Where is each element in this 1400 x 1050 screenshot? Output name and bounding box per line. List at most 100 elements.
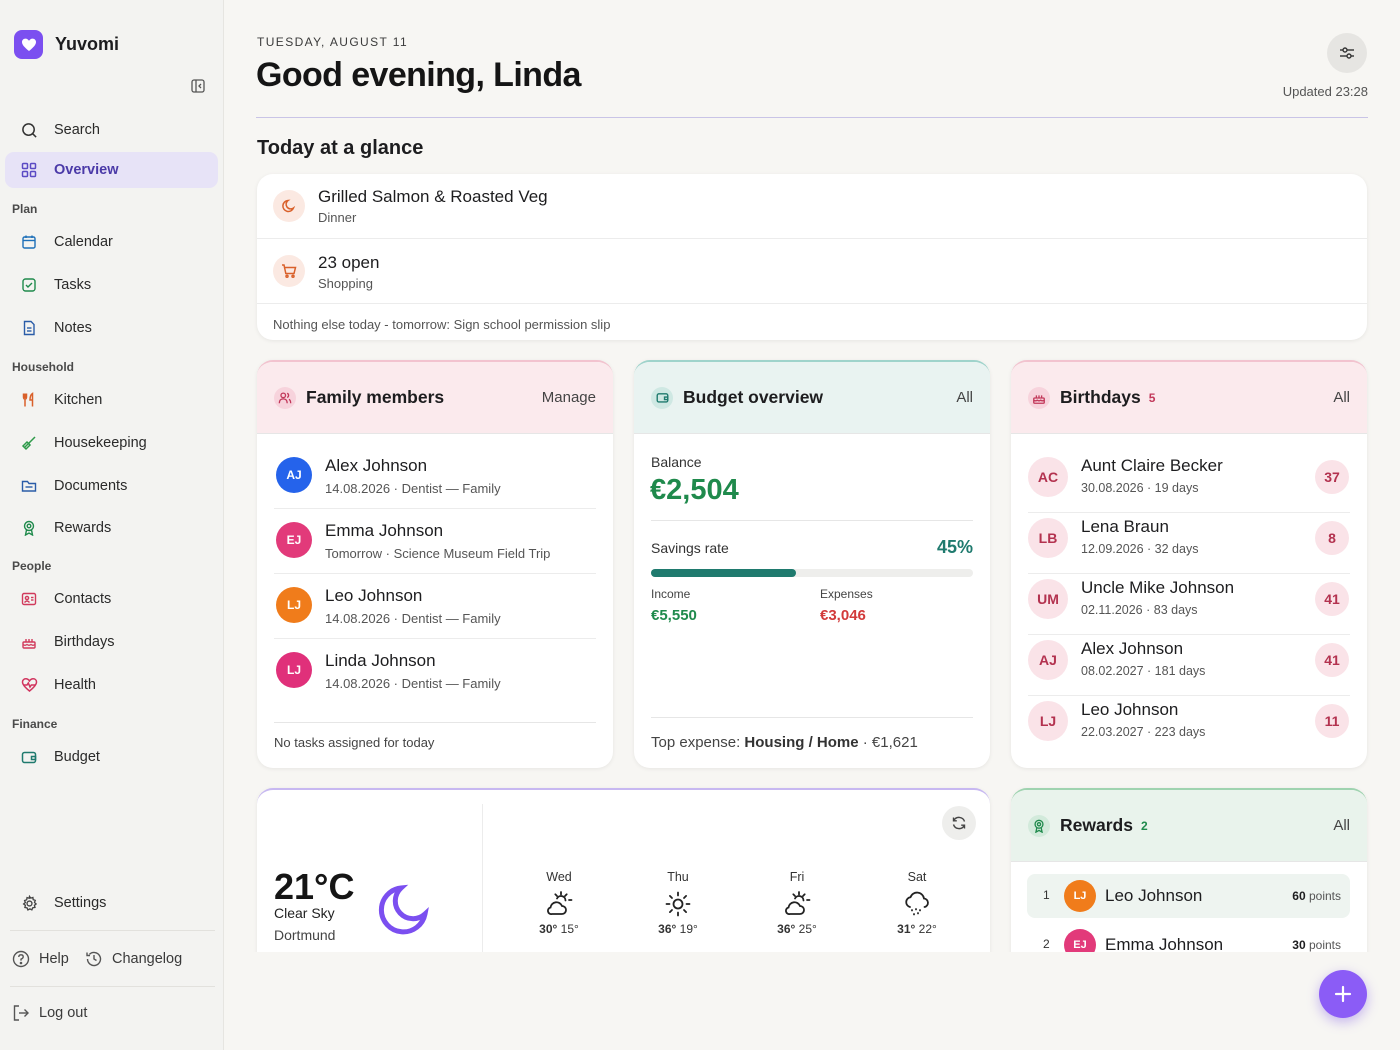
award-icon — [1028, 814, 1050, 837]
nav-birthdays[interactable]: Birthdays — [5, 624, 218, 660]
changelog-link[interactable]: Changelog — [85, 950, 182, 968]
nav-budget[interactable]: Budget — [5, 739, 218, 775]
nav-overview-label: Overview — [54, 162, 119, 178]
birthday-date: 12.09.2026 · 32 days — [1081, 542, 1199, 556]
nav-notes[interactable]: Notes — [5, 310, 218, 346]
family-members-header: Family members Manage — [257, 362, 613, 434]
grid-icon — [20, 161, 38, 179]
age-badge: 8 — [1315, 521, 1349, 555]
savings-label: Savings rate — [651, 540, 729, 556]
leader-points: 30 points — [1292, 938, 1341, 952]
cake-icon — [1028, 386, 1050, 409]
family-member-row[interactable]: LJ Leo Johnson 14.08.2026 · Dentist — Fa… — [274, 574, 596, 639]
current-date: TUESDAY, AUGUST 11 — [257, 35, 409, 49]
divider — [482, 804, 483, 954]
leaderboard-row[interactable]: 2 EJ Emma Johnson 30 points — [1027, 923, 1350, 958]
glance-shopping-row[interactable]: 23 open Shopping — [257, 239, 1367, 304]
manage-link[interactable]: Manage — [541, 389, 596, 406]
updated-timestamp: Updated 23:28 — [1282, 84, 1368, 99]
member-name: Linda Johnson — [325, 651, 436, 670]
leader-name: Leo Johnson — [1105, 886, 1203, 905]
nav-contacts[interactable]: Contacts — [5, 581, 218, 617]
refresh-weather-button[interactable] — [942, 806, 976, 840]
collapse-sidebar-icon[interactable] — [190, 78, 206, 94]
search-icon — [20, 121, 38, 139]
family-member-row[interactable]: LJ Linda Johnson 14.08.2026 · Dentist — … — [274, 639, 596, 704]
nav-rewards[interactable]: Rewards — [5, 510, 218, 546]
help-label: Help — [39, 951, 69, 967]
birthday-date: 30.08.2026 · 19 days — [1081, 481, 1199, 495]
broom-icon — [20, 434, 38, 452]
birthdays-all-link[interactable]: All — [1333, 389, 1350, 406]
forecast-temps: 31° 22° — [882, 922, 952, 936]
savings-progress-fill — [651, 569, 796, 577]
drizzle-icon — [903, 890, 931, 918]
nav-tasks[interactable]: Tasks — [5, 267, 218, 303]
logout-link[interactable]: Log out — [12, 1004, 87, 1022]
nav-settings[interactable]: Settings — [5, 885, 218, 921]
nav-search[interactable]: Search — [5, 112, 218, 148]
rewards-header: Rewards 2 All — [1011, 790, 1367, 862]
points-label: points — [1308, 889, 1341, 903]
avatar: LB — [1028, 518, 1068, 558]
nav-kitchen[interactable]: Kitchen — [5, 382, 218, 418]
birthday-row[interactable]: AC Aunt Claire Becker 30.08.2026 · 19 da… — [1028, 452, 1350, 513]
forecast-high: 36° — [777, 922, 796, 936]
history-icon — [86, 951, 102, 967]
cart-icon — [273, 255, 305, 287]
birthday-row[interactable]: UM Uncle Mike Johnson 02.11.2026 · 83 da… — [1028, 574, 1350, 635]
section-household: Household — [12, 360, 74, 374]
age-badge: 41 — [1315, 643, 1349, 677]
nav-health[interactable]: Health — [5, 667, 218, 703]
forecast-temps: 36° 19° — [643, 922, 713, 936]
expenses-value: €3,046 — [820, 607, 866, 624]
budget-all-link[interactable]: All — [956, 389, 973, 406]
page-title: Good evening, Linda — [256, 56, 581, 94]
family-member-row[interactable]: AJ Alex Johnson 14.08.2026 · Dentist — F… — [274, 444, 596, 509]
brand[interactable]: Yuvomi — [14, 30, 119, 59]
balance-value: €2,504 — [650, 474, 739, 506]
nav-calendar[interactable]: Calendar — [5, 224, 218, 260]
rewards-card: Rewards 2 All 1 LJ Leo Johnson 60 points… — [1011, 788, 1367, 958]
income-value: €5,550 — [651, 607, 697, 624]
family-footer-note: No tasks assigned for today — [274, 735, 435, 750]
birthdays-title: Birthdays — [1060, 387, 1141, 407]
customize-button[interactable] — [1327, 33, 1367, 73]
birthday-row[interactable]: AJ Alex Johnson 08.02.2027 · 181 days 41 — [1028, 635, 1350, 696]
rank: 2 — [1043, 937, 1050, 951]
add-button[interactable] — [1319, 970, 1367, 1018]
logout-icon — [13, 1005, 29, 1021]
rewards-all-link[interactable]: All — [1333, 817, 1350, 834]
glance-meal-row[interactable]: Grilled Salmon & Roasted Veg Dinner — [257, 174, 1367, 239]
help-link[interactable]: Help — [12, 950, 69, 968]
glance-note: Nothing else today - tomorrow: Sign scho… — [273, 317, 611, 332]
birthdays-count-badge: 5 — [1148, 390, 1156, 405]
forecast-day: Wed 30° 15° — [524, 870, 594, 936]
divider — [274, 722, 596, 723]
moon-icon — [375, 880, 435, 940]
leaderboard-row[interactable]: 1 LJ Leo Johnson 60 points — [1027, 874, 1350, 918]
birthday-row[interactable]: LJ Leo Johnson 22.03.2027 · 223 days 11 — [1028, 696, 1350, 757]
birthday-name: Leo Johnson — [1081, 700, 1179, 719]
nav-documents[interactable]: Documents — [5, 468, 218, 504]
sidebar: Yuvomi Search Overview Plan Calendar Tas… — [0, 0, 224, 1050]
forecast-day-name: Fri — [789, 870, 805, 884]
nav-search-label: Search — [54, 122, 100, 138]
birthdays-card: Birthdays 5 All AC Aunt Claire Becker 30… — [1011, 360, 1367, 768]
birthday-row[interactable]: LB Lena Braun 12.09.2026 · 32 days 8 — [1028, 513, 1350, 574]
income-label: Income — [651, 587, 691, 601]
checkbox-icon — [20, 276, 38, 294]
gear-icon — [20, 894, 38, 912]
nav-housekeeping[interactable]: Housekeeping — [5, 425, 218, 461]
nav-overview[interactable]: Overview — [5, 152, 218, 188]
forecast-low: 19° — [679, 922, 698, 936]
contact-card-icon — [20, 590, 38, 608]
avatar: LJ — [276, 652, 312, 688]
avatar: LJ — [1064, 880, 1096, 912]
logout-label: Log out — [39, 1005, 88, 1021]
cutlery-icon — [20, 391, 38, 409]
wallet-icon — [651, 386, 673, 409]
forecast-high: 31° — [897, 922, 916, 936]
glance-heading: Today at a glance — [257, 137, 424, 159]
family-member-row[interactable]: EJ Emma Johnson Tomorrow · Science Museu… — [274, 509, 596, 574]
